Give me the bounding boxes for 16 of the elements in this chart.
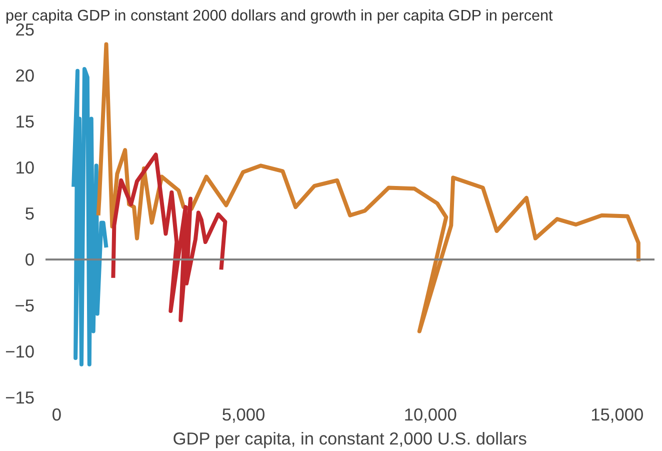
- x-tick-label: 5,000: [222, 404, 266, 424]
- y-tick-label: 5: [24, 204, 35, 224]
- y-tick-label: 15: [15, 112, 35, 132]
- line-series: [111, 152, 228, 322]
- x-tick-label: 15,000: [590, 404, 644, 424]
- line-series: [96, 42, 640, 334]
- y-tick-label: −15: [5, 388, 35, 408]
- x-tick-label: 0: [52, 404, 62, 424]
- line-series: [72, 67, 108, 366]
- y-tick-label: −5: [14, 296, 35, 316]
- y-tick-label: −10: [5, 342, 35, 362]
- y-tick-label: 0: [24, 250, 35, 270]
- x-tick-label: 10,000: [404, 404, 457, 424]
- x-axis-title: GDP per capita, in constant 2,000 U.S. dollars: [172, 428, 528, 448]
- y-tick-label: 10: [15, 158, 35, 178]
- y-tick-label: 20: [15, 66, 35, 86]
